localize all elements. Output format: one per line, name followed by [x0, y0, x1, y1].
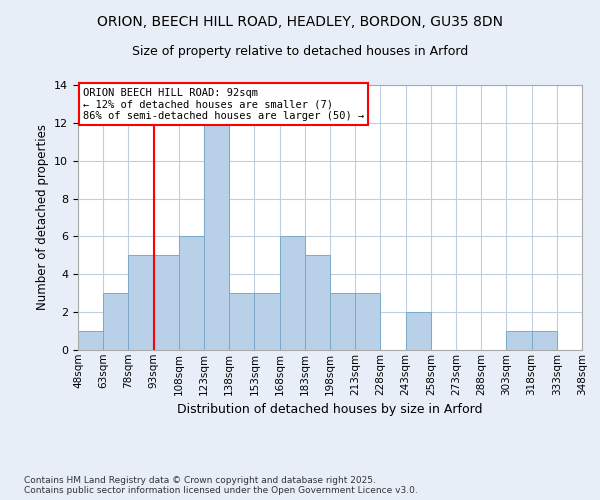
Text: Size of property relative to detached houses in Arford: Size of property relative to detached ho…	[132, 45, 468, 58]
Text: Contains HM Land Registry data © Crown copyright and database right 2025.
Contai: Contains HM Land Registry data © Crown c…	[24, 476, 418, 495]
Bar	[506, 331, 532, 350]
Bar	[204, 123, 229, 350]
Bar	[78, 331, 103, 350]
Bar	[280, 236, 305, 350]
Text: ORION, BEECH HILL ROAD, HEADLEY, BORDON, GU35 8DN: ORION, BEECH HILL ROAD, HEADLEY, BORDON,…	[97, 15, 503, 29]
Text: ORION BEECH HILL ROAD: 92sqm
← 12% of detached houses are smaller (7)
86% of sem: ORION BEECH HILL ROAD: 92sqm ← 12% of de…	[83, 88, 364, 121]
Bar	[305, 256, 330, 350]
Bar	[179, 236, 204, 350]
Bar	[406, 312, 431, 350]
Bar	[254, 293, 280, 350]
X-axis label: Distribution of detached houses by size in Arford: Distribution of detached houses by size …	[177, 403, 483, 416]
Bar	[128, 256, 154, 350]
Bar	[330, 293, 355, 350]
Bar	[355, 293, 380, 350]
Bar	[154, 256, 179, 350]
Y-axis label: Number of detached properties: Number of detached properties	[35, 124, 49, 310]
Bar	[103, 293, 128, 350]
Bar	[229, 293, 254, 350]
Bar	[532, 331, 557, 350]
Bar	[582, 331, 600, 350]
